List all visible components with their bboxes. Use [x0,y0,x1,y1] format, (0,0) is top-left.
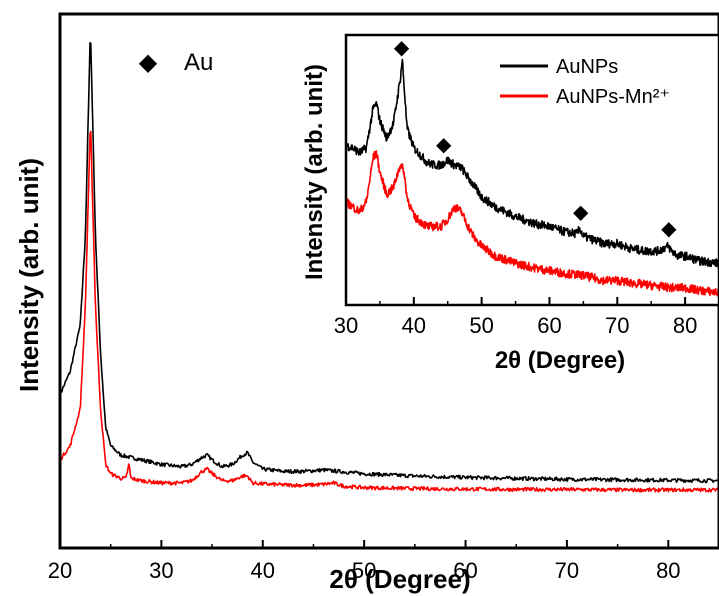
inset-x-tick-label: 40 [402,313,426,338]
inset-au-markers: ◆ ◆ ◆ ◆ [394,37,677,240]
main-series-line-aunps-mn [59,130,719,493]
main-y-axis-label: Intensity (arb. unit) [14,158,44,392]
inset-series-line-aunps-mn [345,150,719,297]
main-plot: 20 30 40 50 60 70 80 2θ (Degree) Intensity (ar… [14,12,719,594]
main-plot-frame [58,12,719,550]
au-peak-marker: ◆ [573,201,589,223]
main-x-ticks: 20 30 40 50 60 70 80 [48,540,681,583]
inset-plot-frame [344,33,719,307]
inset-x-axis-label: 2θ (Degree) [495,347,625,374]
main-x-tick-label: 50 [352,558,376,583]
au-annotation-label: Au [184,49,213,76]
main-x-tick-label: 70 [555,558,579,583]
au-annotation-marker: ◆ [139,49,158,76]
legend-label-aunps-mn: AuNPs-Mn²⁺ [556,86,670,108]
main-x-axis-label: 2θ (Degree) [329,564,470,594]
au-peak-marker: ◆ [436,134,452,156]
main-x-tick-label: 40 [251,558,275,583]
au-peak-marker: ◆ [394,37,410,59]
inset-series [345,58,719,297]
inset-y-axis-label: Intensity (arb. unit) [301,64,328,280]
main-x-tick-label: 20 [48,558,72,583]
main-x-tick-label: 30 [149,558,173,583]
main-x-tick-label: 80 [656,558,680,583]
main-x-tick-label: 60 [453,558,477,583]
legend-label-aunps: AuNPs [556,56,618,78]
inset-x-tick-label: 70 [605,313,629,338]
inset-x-ticks: 30 40 50 60 70 80 [334,297,697,338]
inset-background [346,35,719,305]
inset-x-tick-label: 80 [673,313,697,338]
main-series [59,42,719,493]
inset-series-line-aunps [345,58,719,268]
inset-plot: 30 40 50 60 70 80 ◆ ◆ ◆ ◆ 2θ (Degree) Intensity … [301,33,719,374]
au-peak-marker: ◆ [661,218,677,240]
main-series-line-aunps [59,42,719,484]
inset-legend: AuNPs AuNPs-Mn²⁺ [500,56,670,108]
inset-x-tick-label: 50 [469,313,493,338]
inset-x-tick-label: 60 [537,313,561,338]
inset-x-tick-label: 30 [334,313,358,338]
